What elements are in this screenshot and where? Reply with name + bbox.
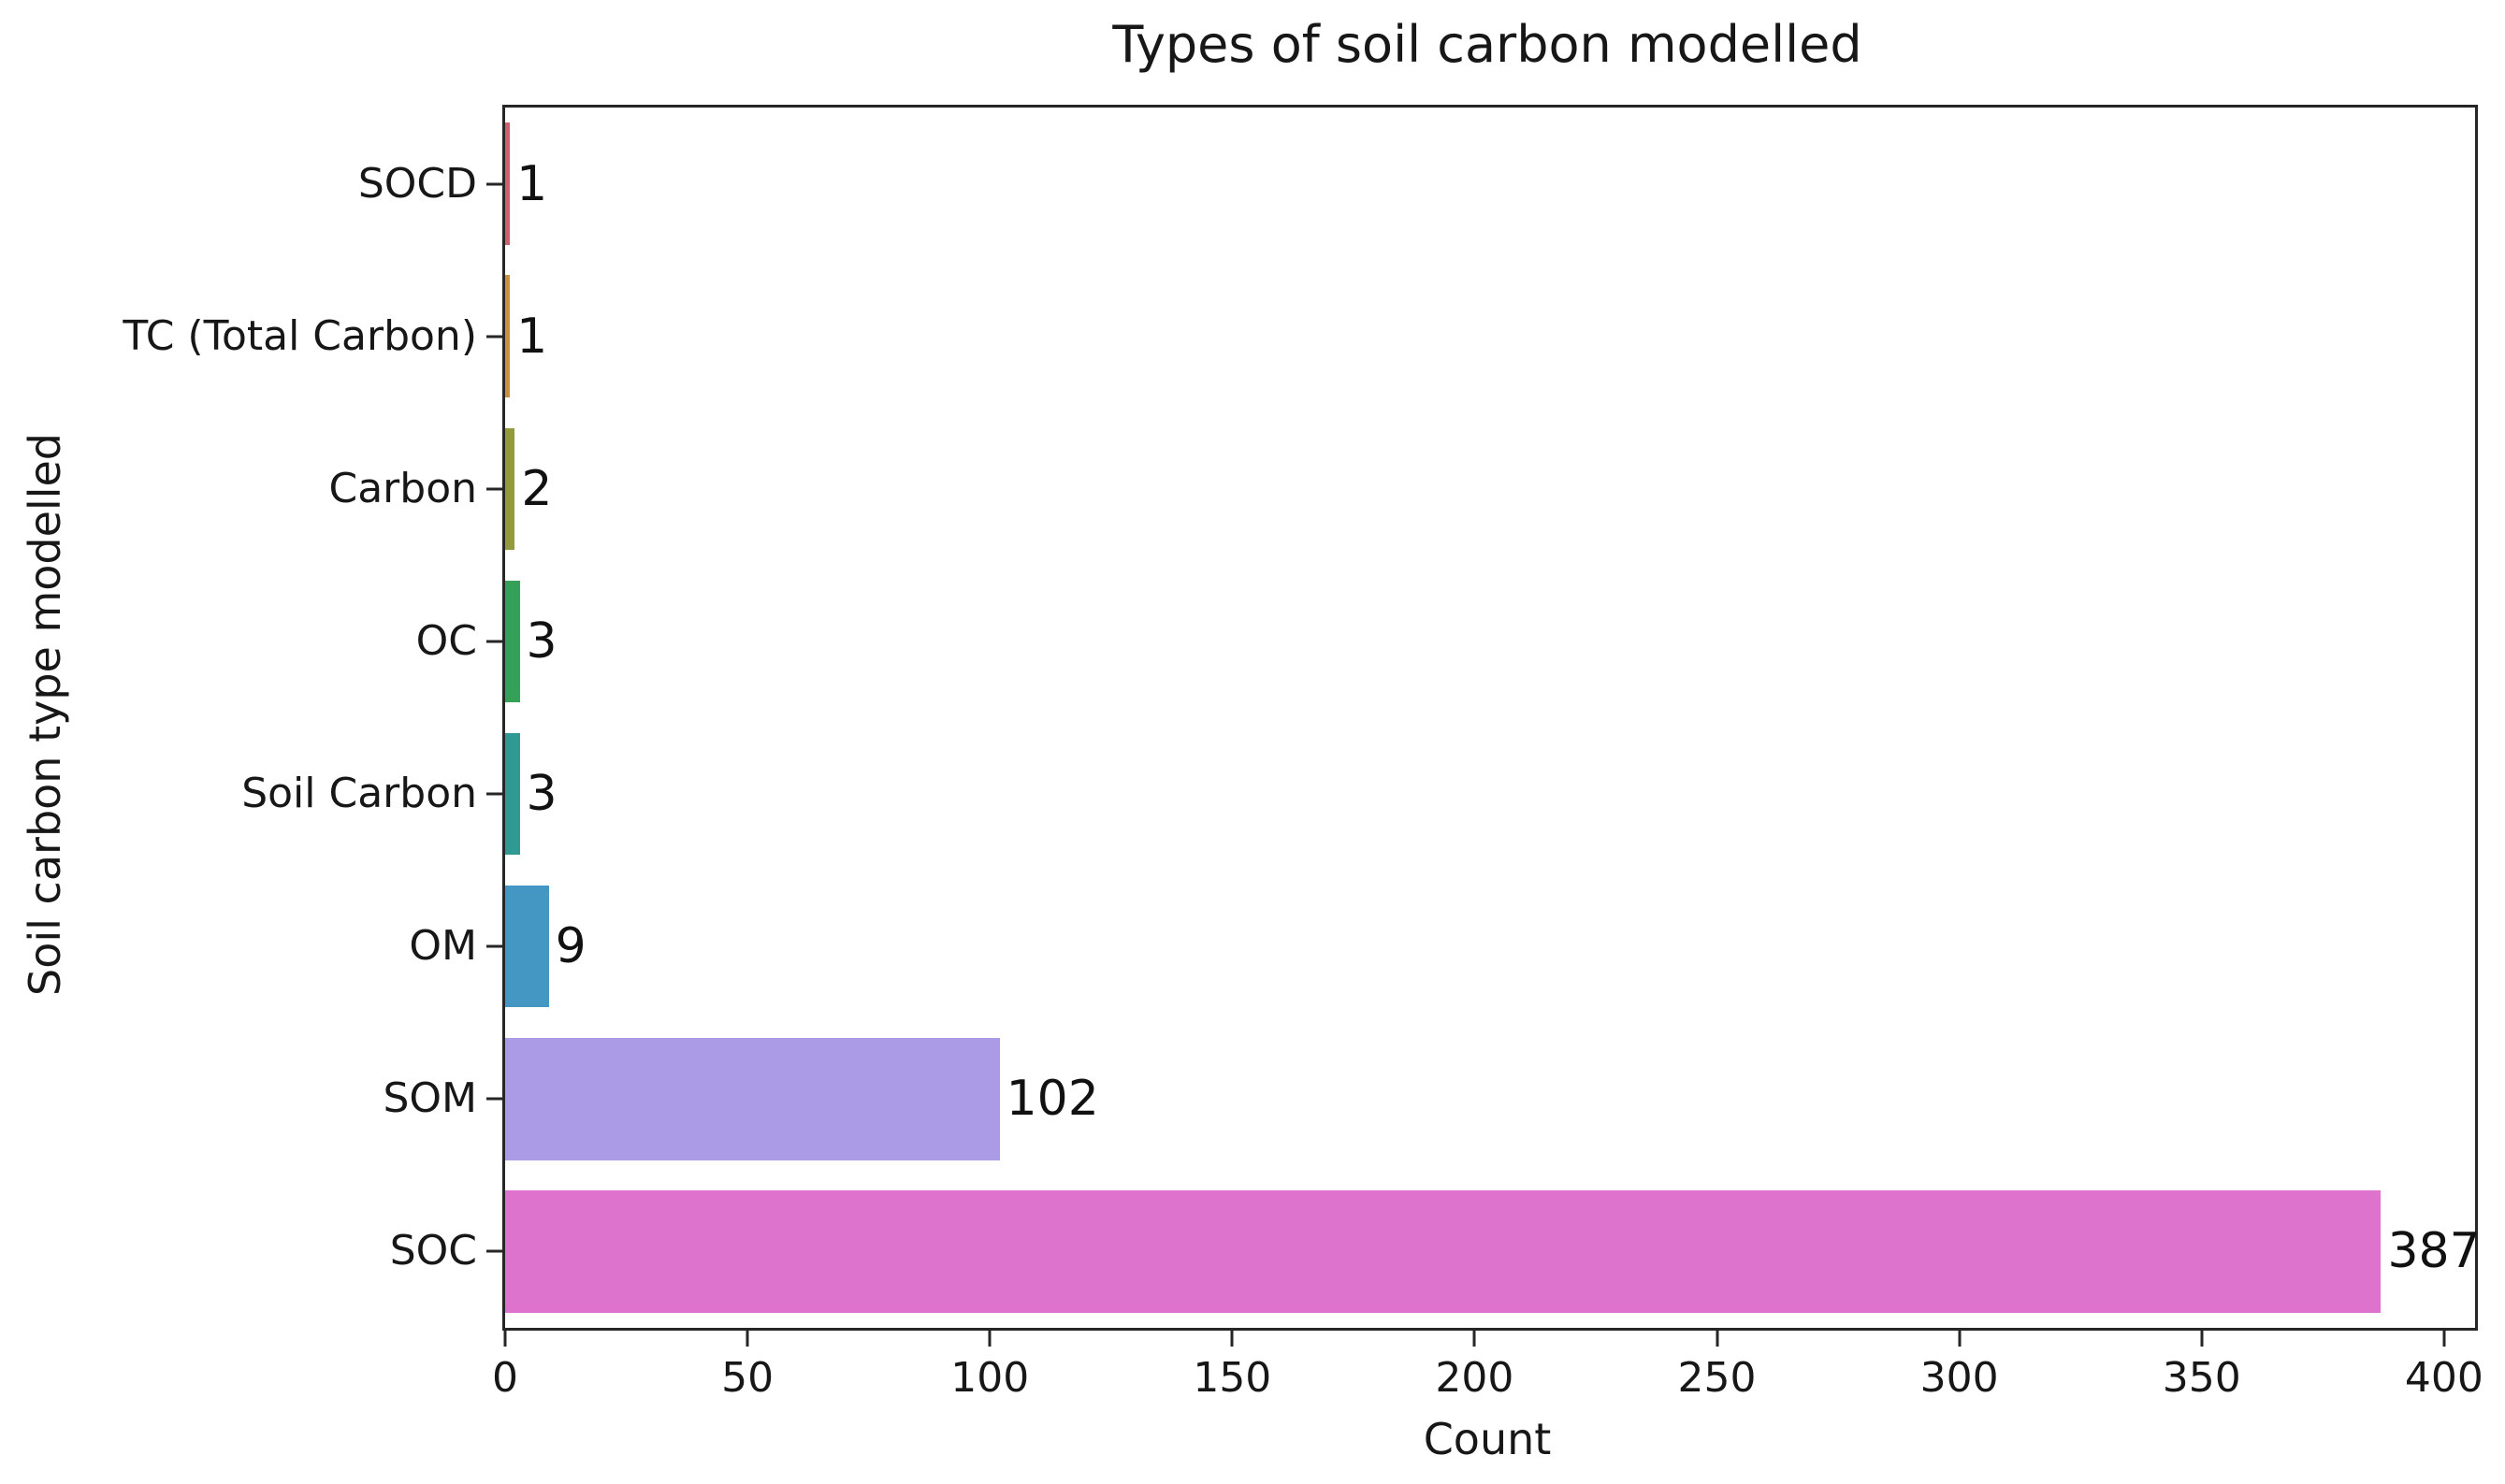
bar-soc bbox=[505, 1190, 2382, 1313]
x-tick-mark bbox=[988, 1331, 992, 1347]
x-tick-label-100: 100 bbox=[950, 1354, 1030, 1402]
bar-carbon bbox=[505, 427, 515, 551]
y-tick-mark bbox=[486, 1249, 502, 1253]
bar-value-label-som: 102 bbox=[1006, 1071, 1099, 1128]
y-tick-label-oc: OC bbox=[415, 616, 477, 665]
bar-tc-total-carbon bbox=[505, 275, 511, 397]
x-tick-mark bbox=[2442, 1331, 2446, 1347]
x-tick-mark bbox=[503, 1331, 507, 1347]
y-tick-label-soc: SOC bbox=[389, 1227, 477, 1275]
y-tick-mark bbox=[486, 1097, 502, 1101]
x-tick-mark bbox=[1716, 1331, 1719, 1347]
x-tick-label-150: 150 bbox=[1193, 1354, 1272, 1402]
x-tick-label-300: 300 bbox=[1919, 1354, 1999, 1402]
y-tick-mark bbox=[486, 335, 502, 339]
x-tick-mark bbox=[746, 1331, 749, 1347]
x-tick-mark bbox=[2200, 1331, 2204, 1347]
x-tick-label-200: 200 bbox=[1435, 1354, 1514, 1402]
x-tick-label-250: 250 bbox=[1677, 1354, 1757, 1402]
bar-value-label-oc: 3 bbox=[526, 612, 557, 670]
bar-som bbox=[505, 1038, 1000, 1160]
bar-oc bbox=[505, 580, 520, 703]
y-tick-mark bbox=[486, 487, 502, 491]
x-tick-label-400: 400 bbox=[2404, 1354, 2483, 1402]
x-tick-label-350: 350 bbox=[2162, 1354, 2241, 1402]
y-tick-mark bbox=[486, 944, 502, 948]
bar-value-label-om: 9 bbox=[555, 918, 586, 975]
bar-value-label-socd: 1 bbox=[516, 155, 548, 212]
plot-area: 1 SOCD 1 TC (Total Carbon) 2 Carbon 3 OC 3 Soil C… bbox=[123, 105, 2483, 1399]
y-tick-label-tc-total-carbon: TC (Total Carbon) bbox=[123, 311, 477, 360]
y-tick-label-som: SOM bbox=[383, 1074, 477, 1123]
bar-value-label-carbon: 2 bbox=[521, 460, 553, 517]
y-axis-label: Soil carbon type modelled bbox=[20, 433, 70, 996]
bar-value-label-soc: 387 bbox=[2387, 1223, 2481, 1280]
x-tick-label-0: 0 bbox=[492, 1354, 518, 1402]
y-tick-label-soil-carbon: Soil Carbon bbox=[241, 770, 477, 818]
y-tick-mark bbox=[486, 792, 502, 796]
bar-soil-carbon bbox=[505, 732, 520, 856]
x-tick-mark bbox=[1230, 1331, 1234, 1347]
y-tick-label-om: OM bbox=[409, 922, 477, 971]
x-tick-mark bbox=[1472, 1331, 1476, 1347]
bar-socd bbox=[505, 122, 511, 245]
chart-title: Types of soil carbon modelled bbox=[1112, 15, 1862, 74]
y-tick-label-carbon: Carbon bbox=[328, 464, 477, 512]
x-tick-mark bbox=[1958, 1331, 1962, 1347]
x-tick-label-50: 50 bbox=[721, 1354, 775, 1402]
y-tick-mark bbox=[486, 182, 502, 186]
y-tick-mark bbox=[486, 640, 502, 643]
x-axis-label: Count bbox=[1423, 1414, 1552, 1464]
bar-value-label-tc-total-carbon: 1 bbox=[516, 308, 548, 365]
bar-value-label-soil-carbon: 3 bbox=[526, 766, 557, 823]
y-tick-label-socd: SOCD bbox=[357, 159, 477, 208]
bar-om bbox=[505, 885, 549, 1008]
